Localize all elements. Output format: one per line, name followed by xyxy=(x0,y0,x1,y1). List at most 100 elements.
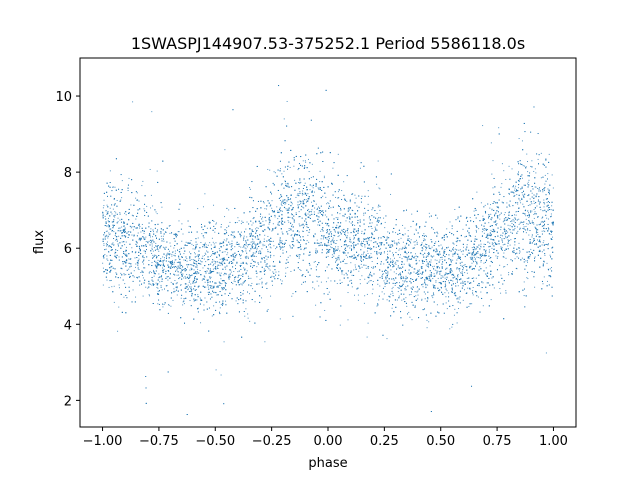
data-point xyxy=(118,227,120,229)
data-point xyxy=(163,259,165,261)
data-point xyxy=(519,200,521,202)
data-point xyxy=(215,222,217,224)
data-point xyxy=(353,235,355,237)
data-point xyxy=(414,244,416,246)
data-point xyxy=(127,190,129,192)
data-point xyxy=(459,279,461,281)
data-point xyxy=(211,287,213,289)
data-point xyxy=(493,287,495,289)
data-point xyxy=(252,247,254,249)
data-point xyxy=(232,248,234,250)
data-point xyxy=(498,207,500,209)
data-point xyxy=(452,247,454,249)
data-point xyxy=(256,266,258,268)
data-point xyxy=(315,250,317,252)
data-point xyxy=(244,247,246,249)
data-point xyxy=(129,258,131,260)
data-point xyxy=(364,246,366,248)
data-point xyxy=(184,268,186,270)
data-point xyxy=(256,272,258,274)
data-point xyxy=(489,242,491,244)
data-point xyxy=(380,248,382,250)
data-point xyxy=(534,286,536,288)
data-point xyxy=(308,208,310,210)
data-point xyxy=(370,237,372,239)
data-point xyxy=(201,279,203,281)
data-point xyxy=(397,265,399,267)
data-point xyxy=(245,272,247,274)
data-point xyxy=(436,273,438,275)
data-point xyxy=(408,311,410,313)
data-point xyxy=(285,202,287,204)
data-point xyxy=(351,274,353,276)
data-point xyxy=(465,218,467,219)
data-point xyxy=(409,264,411,266)
data-point xyxy=(327,255,329,257)
data-point xyxy=(446,276,448,278)
data-point xyxy=(537,233,539,235)
data-point xyxy=(437,265,439,267)
data-point xyxy=(357,255,359,257)
data-point xyxy=(444,277,446,279)
data-point xyxy=(233,237,235,239)
data-point xyxy=(372,237,374,239)
data-point xyxy=(304,192,306,194)
data-point xyxy=(291,202,293,203)
data-point xyxy=(369,247,371,249)
data-point xyxy=(314,260,316,262)
data-point xyxy=(114,186,116,188)
data-point xyxy=(261,248,263,250)
data-point xyxy=(467,287,469,289)
data-point xyxy=(260,242,262,244)
data-point xyxy=(333,242,335,244)
data-point xyxy=(197,307,199,309)
data-point xyxy=(318,206,319,208)
data-point xyxy=(153,269,154,271)
data-point xyxy=(152,250,154,252)
data-point xyxy=(424,279,426,281)
data-point xyxy=(132,289,134,291)
data-point xyxy=(299,269,301,270)
data-point xyxy=(417,269,419,271)
data-point xyxy=(162,261,164,263)
data-point xyxy=(392,292,394,294)
data-point xyxy=(550,233,552,235)
data-point xyxy=(463,246,465,248)
data-point xyxy=(514,214,516,216)
data-point xyxy=(406,305,408,307)
data-point xyxy=(503,252,505,254)
data-point xyxy=(271,207,273,209)
data-point xyxy=(121,180,123,182)
data-point xyxy=(263,268,265,270)
data-point xyxy=(268,223,270,225)
data-point xyxy=(268,244,270,246)
data-point xyxy=(396,299,398,301)
data-point xyxy=(533,170,535,172)
data-point xyxy=(139,240,141,242)
data-point xyxy=(479,266,481,268)
data-point xyxy=(334,235,336,237)
data-point xyxy=(531,192,533,194)
data-point xyxy=(214,252,216,254)
data-point xyxy=(401,247,403,249)
data-point xyxy=(269,269,271,271)
data-point xyxy=(462,280,464,282)
data-point xyxy=(215,268,217,270)
data-point xyxy=(510,239,512,241)
data-point xyxy=(411,319,413,321)
data-point xyxy=(402,246,404,248)
data-point xyxy=(251,241,253,243)
data-point xyxy=(392,286,394,288)
data-point xyxy=(151,252,153,254)
data-point xyxy=(435,241,437,243)
data-point xyxy=(176,261,178,263)
data-point xyxy=(125,246,127,248)
data-point xyxy=(416,274,418,276)
data-point xyxy=(194,276,196,278)
data-point xyxy=(138,200,140,202)
data-point xyxy=(383,280,385,282)
data-point xyxy=(209,278,211,280)
data-point xyxy=(252,231,254,233)
data-point xyxy=(515,214,517,216)
data-point xyxy=(485,249,487,251)
